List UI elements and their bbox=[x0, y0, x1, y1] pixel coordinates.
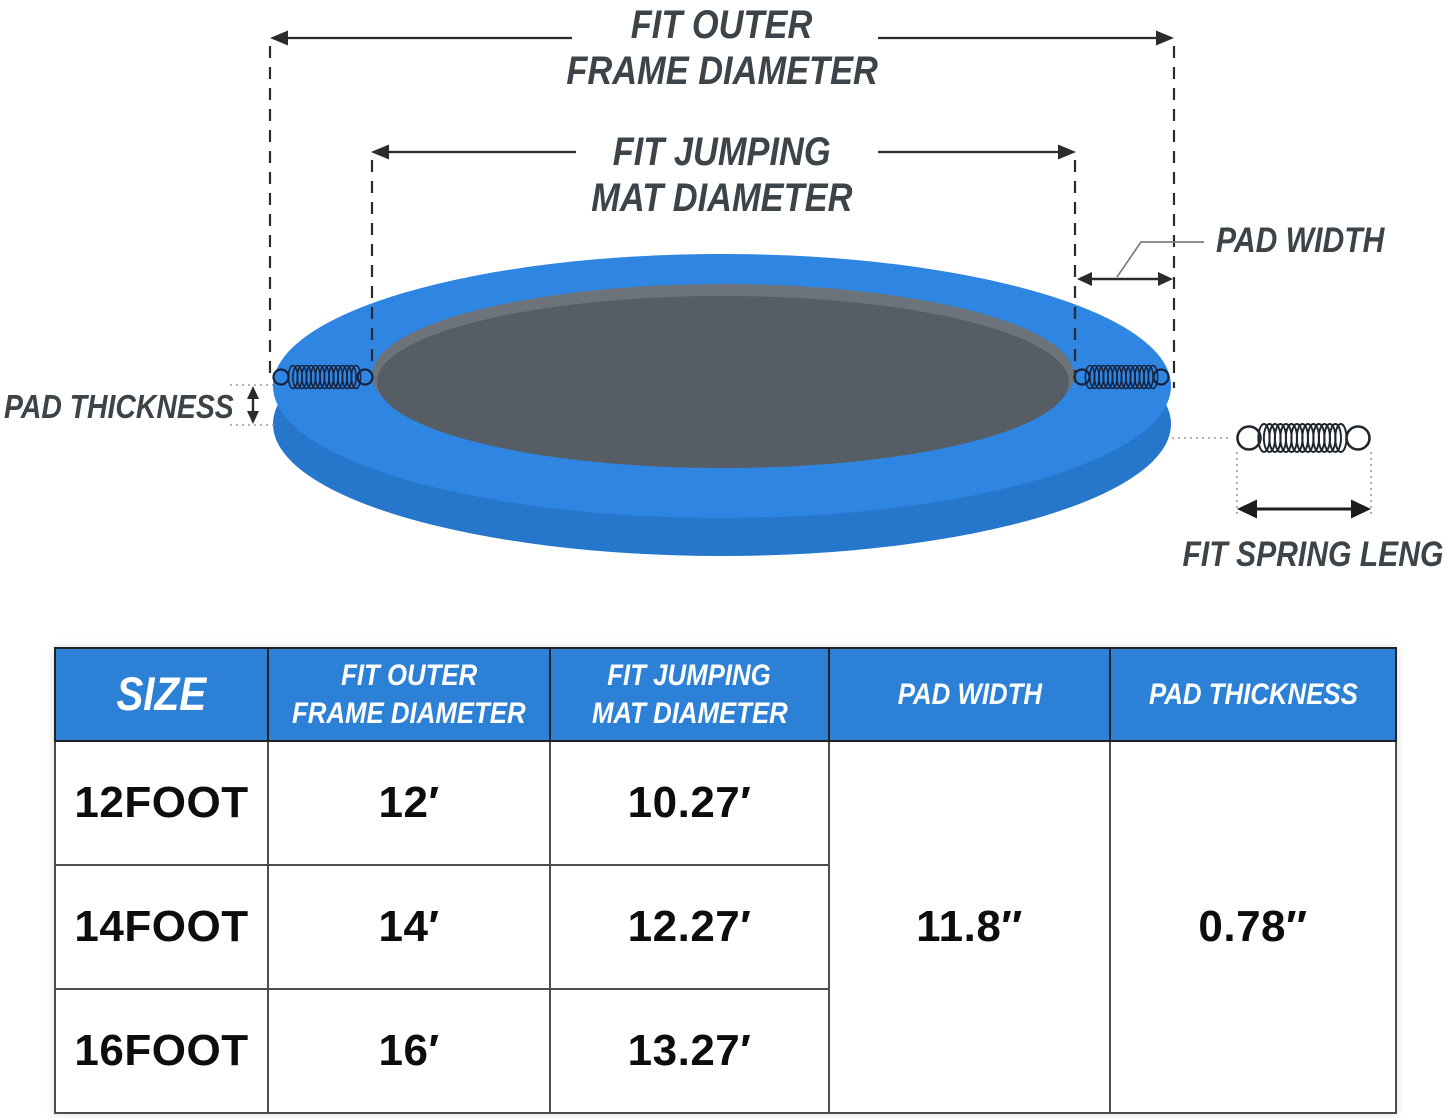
header-jumping-mat-line2: MAT DIAMETER bbox=[591, 696, 788, 730]
header-jumping-mat-diameter: FIT JUMPING MAT DIAMETER bbox=[549, 647, 830, 742]
spring-length-callout bbox=[1172, 422, 1372, 519]
cell-mat-16: 13.27′ bbox=[549, 988, 830, 1114]
cell-mat-14: 12.27′ bbox=[549, 864, 830, 990]
outer-frame-diameter-label: FIT OUTER FRAME DIAMETER bbox=[472, 2, 972, 95]
cell-frame-12: 12′ bbox=[267, 740, 551, 866]
header-pad-width: PAD WIDTH bbox=[828, 647, 1111, 742]
outer-frame-label-line2: FRAME DIAMETER bbox=[566, 49, 878, 94]
cell-frame-14: 14′ bbox=[267, 864, 551, 990]
header-outer-frame-diameter: FIT OUTER FRAME DIAMETER bbox=[267, 647, 551, 742]
pad-thickness-label-text: PAD THICKNESS bbox=[4, 388, 234, 425]
header-pad-thickness: PAD THICKNESS bbox=[1109, 647, 1397, 742]
jumping-mat-dimension-arrow bbox=[370, 144, 1077, 383]
pad-width-label-text: PAD WIDTH bbox=[1216, 221, 1385, 260]
jumping-mat-label-line1: FIT JUMPING bbox=[613, 130, 831, 174]
pad-width-label: PAD WIDTH bbox=[1216, 221, 1412, 262]
jumping-mat-label-line2: MAT DIAMETER bbox=[591, 176, 853, 221]
spring-length-label-text: FIT SPRING LENGTH bbox=[1182, 535, 1445, 574]
left-spring-icon bbox=[272, 364, 374, 390]
table-row: 14FOOT 14′ 12.27′ bbox=[54, 864, 1396, 990]
header-size-text: SIZE bbox=[116, 667, 207, 721]
spring-length-label: FIT SPRING LENGTH bbox=[1158, 535, 1445, 576]
header-pad-thickness-text: PAD THICKNESS bbox=[1148, 677, 1358, 711]
header-outer-frame-line2: FRAME DIAMETER bbox=[292, 696, 526, 730]
outer-frame-dimension-arrow bbox=[268, 30, 1176, 388]
jumping-mat-diameter-label: FIT JUMPING MAT DIAMETER bbox=[472, 129, 972, 222]
table-row: 16FOOT 16′ 13.27′ bbox=[54, 988, 1396, 1114]
header-outer-frame-line1: FIT OUTER bbox=[340, 659, 478, 692]
pad-width-dimension-arrow bbox=[1077, 241, 1204, 286]
outer-frame-label-line1: FIT OUTER bbox=[631, 3, 813, 47]
cell-frame-16: 16′ bbox=[267, 988, 551, 1114]
jumping-mat bbox=[377, 296, 1069, 468]
cell-pad-width-value: 11.8″ bbox=[828, 740, 1111, 1114]
table-header-row: SIZE FIT OUTER FRAME DIAMETER FIT JUMPIN… bbox=[54, 647, 1397, 742]
cell-size-14foot: 14FOOT bbox=[54, 864, 269, 990]
header-pad-width-text: PAD WIDTH bbox=[897, 677, 1042, 711]
trampoline-diagram bbox=[230, 30, 1372, 556]
cell-mat-12: 10.27′ bbox=[549, 740, 830, 866]
cell-size-16foot: 16FOOT bbox=[54, 988, 269, 1114]
pad-thickness-label: PAD THICKNESS bbox=[4, 388, 271, 426]
cell-size-12foot: 12FOOT bbox=[54, 740, 269, 866]
cell-pad-thickness-value: 0.78″ bbox=[1109, 740, 1397, 1114]
header-jumping-mat-line1: FIT JUMPING bbox=[607, 659, 772, 692]
size-spec-table: SIZE FIT OUTER FRAME DIAMETER FIT JUMPIN… bbox=[54, 647, 1397, 1114]
table-row: 12FOOT 12′ 10.27′ 11.8″ 0.78″ bbox=[54, 740, 1397, 1114]
header-size: SIZE bbox=[54, 647, 269, 742]
pad-thickness-dimension-arrow bbox=[230, 384, 277, 426]
spring-icon bbox=[1236, 422, 1371, 454]
